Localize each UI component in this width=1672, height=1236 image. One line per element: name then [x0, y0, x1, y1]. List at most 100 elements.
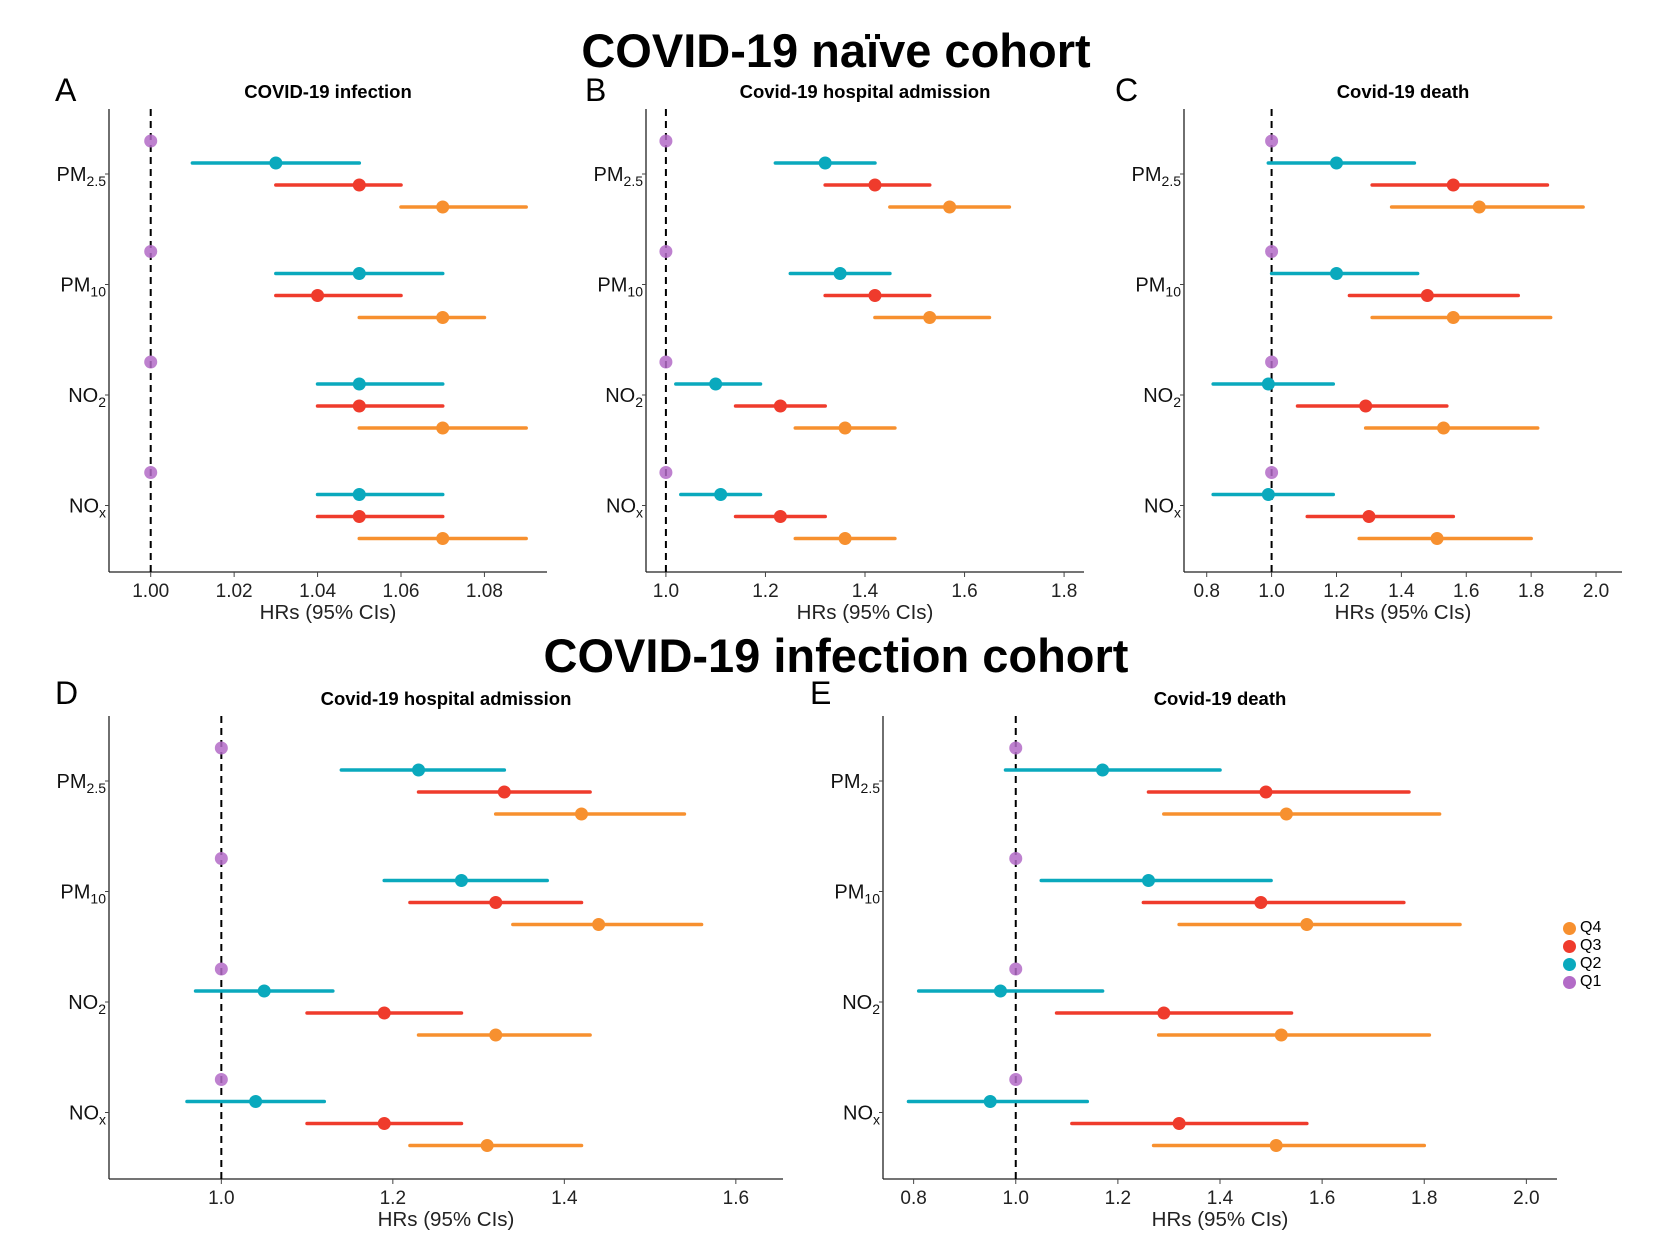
- pollutant-label: NOx: [69, 496, 106, 521]
- legend: Q4 Q3 Q2 Q1: [1563, 919, 1601, 991]
- hr-point-q1: [659, 245, 673, 258]
- x-tick-label: 1.8: [1411, 1188, 1437, 1209]
- x-tick-label: 1.0: [208, 1188, 234, 1209]
- hr-point-q1: [1265, 466, 1279, 479]
- pollutant-main: PM: [597, 275, 627, 297]
- pollutant-subscript: 2: [1173, 394, 1181, 410]
- hr-point-q3: [1254, 896, 1268, 909]
- x-tick-label: 1.2: [1105, 1188, 1131, 1209]
- hr-point-q3: [1157, 1006, 1171, 1020]
- hr-point-q4: [1472, 200, 1486, 214]
- pollutant-label: PM10: [60, 275, 106, 300]
- pollutant-main: NO: [843, 1103, 873, 1125]
- hr-point-q3: [773, 399, 787, 413]
- pollutant-subscript: x: [1174, 505, 1181, 521]
- pollutant-subscript: 10: [864, 891, 880, 907]
- panel-e-title: Covid-19 death: [1153, 688, 1287, 709]
- hr-point-q1: [144, 245, 158, 258]
- x-axis-title: HRs (95% CIs): [1152, 1208, 1289, 1231]
- hr-point-q3: [1359, 399, 1373, 413]
- panel-d-title: Covid-19 hospital admission: [320, 688, 572, 709]
- hr-point-q1: [659, 134, 673, 148]
- x-tick-label: 1.04: [299, 581, 336, 602]
- panel-b-title: Covid-19 hospital admission: [739, 81, 991, 102]
- pollutant-main: PM: [57, 771, 87, 793]
- pollutant-subscript: x: [99, 1112, 106, 1128]
- pollutant-subscript: 10: [90, 891, 106, 907]
- pollutant-main: PM: [60, 882, 90, 904]
- pollutant-main: PM: [1135, 275, 1165, 297]
- hr-point-q4: [838, 421, 852, 435]
- hr-point-q3: [1362, 510, 1376, 523]
- hr-point-q2: [714, 488, 728, 501]
- x-tick-label: 1.6: [723, 1188, 749, 1209]
- pollutant-label: PM10: [834, 882, 880, 907]
- hr-point-q1: [1009, 962, 1023, 976]
- hr-point-q4: [489, 1028, 503, 1042]
- panel-letter-e: E: [810, 675, 832, 711]
- hr-point-q2: [993, 984, 1007, 998]
- pollutant-main: PM: [834, 882, 864, 904]
- pollutant-subscript: 2.5: [87, 780, 107, 796]
- x-tick-label: 1.0: [1003, 1188, 1029, 1209]
- hr-point-q4: [1446, 311, 1460, 324]
- hr-point-q4: [574, 807, 588, 821]
- pollutant-main: NO: [69, 1103, 99, 1125]
- pollutant-label: PM10: [597, 275, 643, 300]
- hr-point-q1: [144, 134, 158, 148]
- pollutant-label: NO2: [68, 385, 106, 410]
- hr-point-q3: [489, 896, 503, 909]
- pollutant-main: NO: [69, 496, 99, 518]
- hr-point-q2: [352, 488, 366, 501]
- x-tick-label: 1.0: [1258, 581, 1284, 602]
- x-tick-label: 0.8: [1194, 581, 1220, 602]
- x-tick-label: 1.4: [1388, 581, 1415, 602]
- pollutant-label: NO2: [68, 992, 106, 1017]
- hr-point-q4: [436, 311, 450, 324]
- legend-label-q4: Q4: [1580, 919, 1602, 936]
- hr-point-q1: [659, 466, 673, 479]
- x-tick-label: 1.8: [1051, 581, 1077, 602]
- x-tick-label: 1.4: [852, 581, 879, 602]
- hr-point-q3: [352, 178, 366, 192]
- hr-point-q2: [1261, 488, 1275, 501]
- hr-point-q2: [833, 267, 847, 280]
- hr-point-q3: [352, 399, 366, 413]
- hr-point-q1: [1265, 355, 1279, 369]
- x-tick-label: 1.08: [466, 581, 503, 602]
- hr-point-q3: [497, 785, 511, 799]
- hr-point-q2: [983, 1095, 997, 1108]
- x-tick-label: 1.8: [1518, 581, 1544, 602]
- legend-item-q1: Q1: [1563, 973, 1601, 991]
- pollutant-subscript: 2: [872, 1001, 880, 1017]
- x-tick-label: 2.0: [1513, 1188, 1539, 1209]
- x-tick-label: 1.2: [752, 581, 778, 602]
- pollutant-subscript: 10: [90, 284, 106, 300]
- hr-point-q4: [1300, 918, 1314, 931]
- hr-point-q2: [709, 377, 723, 391]
- legend-item-q4: Q4: [1563, 919, 1601, 937]
- pollutant-subscript: x: [99, 505, 106, 521]
- panel-letter-c: C: [1115, 72, 1139, 108]
- x-axis-title: HRs (95% CIs): [797, 601, 934, 624]
- hr-point-q4: [1430, 532, 1444, 545]
- hr-point-q3: [868, 178, 882, 192]
- x-axis-title: HRs (95% CIs): [378, 1208, 515, 1231]
- hr-point-q2: [1096, 763, 1110, 777]
- hr-point-q4: [1274, 1028, 1288, 1042]
- hr-point-q3: [352, 510, 366, 523]
- x-tick-label: 1.4: [1207, 1188, 1234, 1209]
- hr-point-q3: [311, 289, 325, 302]
- hr-point-q2: [352, 267, 366, 280]
- hr-point-q3: [1446, 178, 1460, 192]
- pollutant-subscript: x: [873, 1112, 880, 1128]
- pollutant-subscript: 2: [98, 394, 106, 410]
- legend-label-q3: Q3: [1580, 937, 1602, 954]
- hr-point-q1: [144, 355, 158, 369]
- legend-swatch-q3: [1563, 939, 1576, 953]
- panel-letter-d: D: [55, 675, 79, 711]
